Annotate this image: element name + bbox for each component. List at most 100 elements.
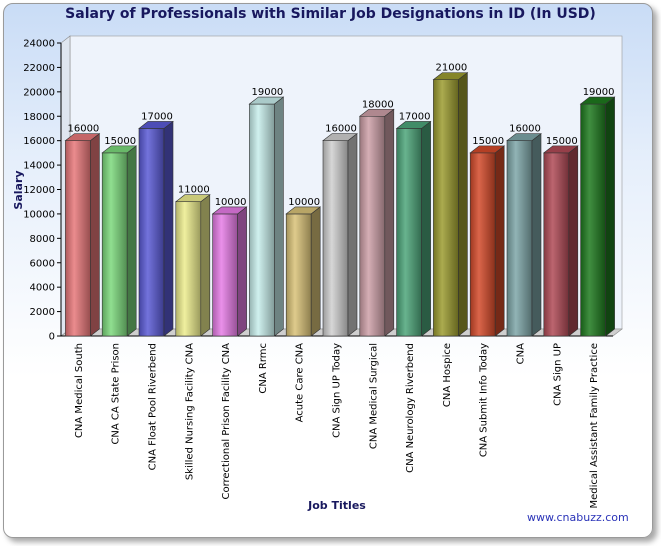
bar-top xyxy=(506,133,542,141)
bar-top xyxy=(322,133,358,141)
value-label: 10000 xyxy=(215,197,247,208)
x-category-label: CNA Sign UP Today xyxy=(332,343,343,438)
bar xyxy=(395,120,432,337)
bar-front xyxy=(506,140,533,337)
value-label: 15000 xyxy=(472,136,504,147)
y-tick-label: 20000 xyxy=(23,87,55,98)
x-category-label: CNA Neurology Riverbend xyxy=(405,343,416,473)
value-label: 19000 xyxy=(251,87,283,98)
x-category-label: CNA CA State Prison xyxy=(111,343,122,445)
bar-front xyxy=(138,128,165,337)
y-tick-label: 18000 xyxy=(23,112,55,123)
bar-front xyxy=(433,79,459,337)
x-category-label: CNA Rrmc xyxy=(258,343,269,394)
bar-side xyxy=(421,120,431,337)
value-label: 18000 xyxy=(362,99,394,110)
y-tick-label: 8000 xyxy=(30,234,55,245)
y-tick-label: 10000 xyxy=(23,209,55,220)
bar xyxy=(174,194,211,337)
bar-top xyxy=(579,96,616,105)
bar-side xyxy=(163,120,174,337)
value-label: 15000 xyxy=(104,136,136,147)
x-category-label: Correctional Prison Facility CNA xyxy=(221,343,232,500)
bar-side xyxy=(458,72,468,337)
value-label: 11000 xyxy=(178,185,210,196)
bar-side xyxy=(200,194,211,337)
bar xyxy=(285,206,322,337)
y-tick-label: 14000 xyxy=(23,161,55,172)
bar-front xyxy=(322,140,349,337)
bar-top xyxy=(248,96,285,105)
bar xyxy=(138,120,174,337)
bar xyxy=(322,133,358,337)
value-label: 16000 xyxy=(67,124,99,135)
bar-side xyxy=(90,133,100,337)
y-tick-label: 2000 xyxy=(30,307,55,318)
y-tick-label: 22000 xyxy=(23,63,55,74)
watermark-link[interactable]: www.cnabuzz.com xyxy=(527,511,629,524)
bar-top xyxy=(432,72,469,80)
bar-side xyxy=(274,96,284,337)
bar xyxy=(542,145,579,337)
x-axis-label: Job Titles xyxy=(307,499,366,512)
bar xyxy=(506,133,542,337)
value-label: 10000 xyxy=(288,197,320,208)
value-label: 15000 xyxy=(546,136,578,147)
y-tick-label: 4000 xyxy=(30,283,55,294)
y-tick-label: 0 xyxy=(49,332,55,343)
value-label: 21000 xyxy=(435,63,467,74)
bar-top xyxy=(211,206,248,215)
bar-top xyxy=(285,206,322,215)
bar-side xyxy=(531,133,542,337)
value-label: 16000 xyxy=(325,124,357,135)
bar-front xyxy=(359,115,386,337)
bar-front xyxy=(249,103,275,337)
bar-side xyxy=(347,133,358,337)
bar-front xyxy=(285,213,312,337)
bar-front xyxy=(543,152,570,337)
chart-title: Salary of Professionals with Similar Job… xyxy=(65,6,596,22)
y-tick-label: 16000 xyxy=(23,136,55,147)
y-tick-label: 24000 xyxy=(23,39,55,50)
x-category-label: CNA Submit Info Today xyxy=(479,343,490,457)
bar-side xyxy=(310,206,321,337)
x-category-label: CNA Float Pool Riverbend xyxy=(148,343,159,470)
x-category-label: Medical Assistant Family Practice xyxy=(589,343,600,509)
bar-front xyxy=(175,201,202,337)
bar-top xyxy=(395,121,432,129)
bar-side xyxy=(126,145,137,337)
bar-front xyxy=(469,152,496,337)
x-category-label: Skilled Nursing Facility CNA xyxy=(184,343,195,480)
x-category-label: CNA Medical Surgical xyxy=(368,343,379,449)
bar-front xyxy=(396,128,422,337)
x-category-label: CNA Sign UP xyxy=(552,343,563,406)
bar-top xyxy=(174,194,211,203)
value-label: 16000 xyxy=(509,124,541,135)
bar xyxy=(469,145,506,337)
bar-top xyxy=(101,145,138,154)
bar-side xyxy=(494,145,505,337)
bar-top xyxy=(542,145,579,154)
bar xyxy=(579,96,616,337)
bar xyxy=(432,72,469,337)
bar xyxy=(211,206,248,337)
bar xyxy=(358,108,395,337)
bar-side xyxy=(384,108,395,337)
bar-front xyxy=(580,103,606,337)
x-category-label: CNA Medical South xyxy=(74,343,85,438)
bar-front xyxy=(65,140,91,337)
x-category-label: Acute Care CNA xyxy=(295,343,306,423)
y-tick-label: 6000 xyxy=(30,258,55,269)
bar xyxy=(248,96,285,337)
bar-front xyxy=(101,152,128,337)
x-category-label: CNA xyxy=(516,343,527,364)
bar-top xyxy=(138,121,174,129)
bar-front xyxy=(212,213,238,337)
bar-top xyxy=(469,145,506,154)
bar-top xyxy=(358,108,395,117)
value-label: 17000 xyxy=(141,111,173,122)
bar-top xyxy=(64,133,101,141)
value-label: 17000 xyxy=(399,111,431,122)
bar-side xyxy=(237,206,247,337)
